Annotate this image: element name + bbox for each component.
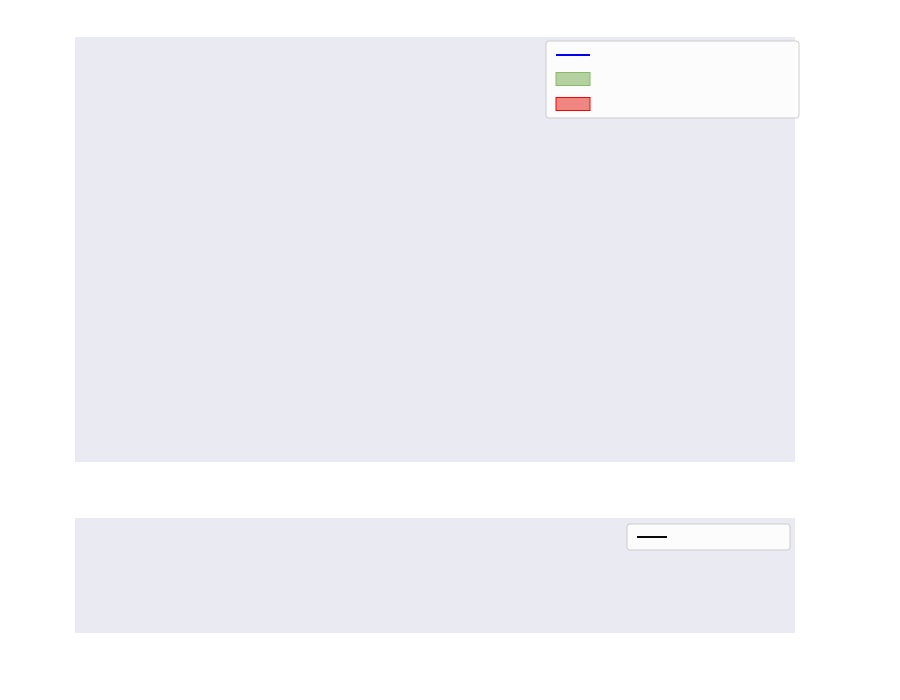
bottom-legend-box bbox=[626, 523, 791, 551]
top-legend bbox=[545, 40, 800, 119]
legend-specs-swatch bbox=[555, 72, 591, 86]
bottom-legend bbox=[626, 523, 791, 551]
top-legend-box bbox=[545, 40, 800, 119]
legend-commercial-swatch bbox=[555, 97, 591, 111]
